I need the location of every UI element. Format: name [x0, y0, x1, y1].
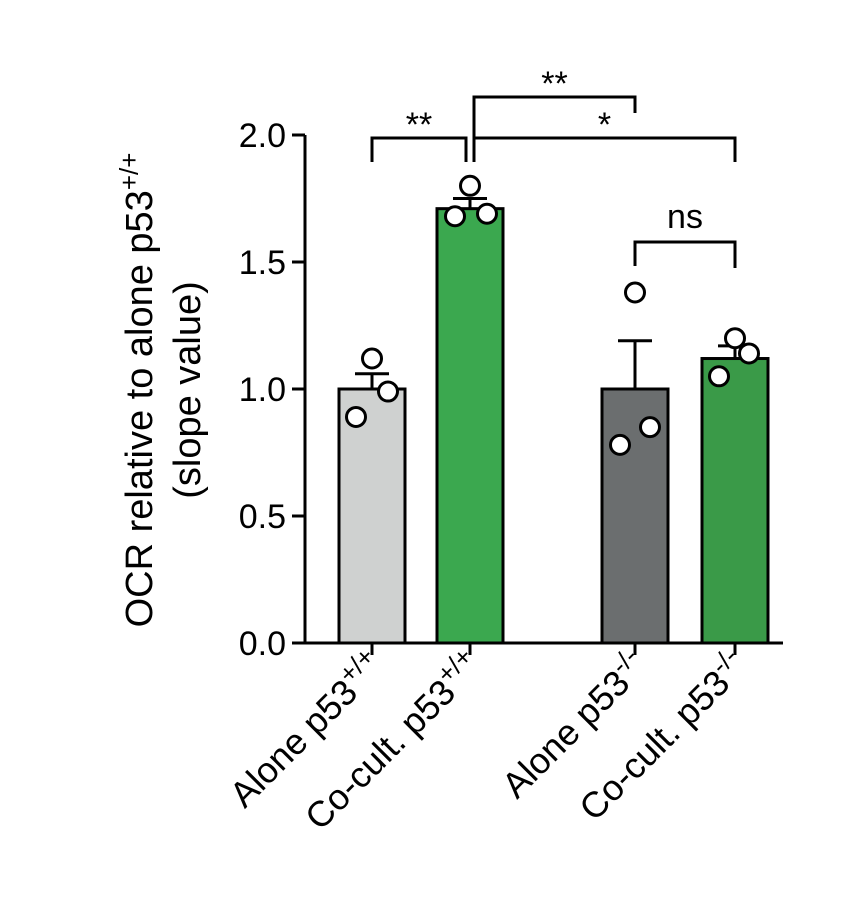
x-category-label: Co-cult. p53-/-: [568, 641, 755, 828]
significance-bracket: [472, 136, 737, 162]
data-point: [708, 365, 730, 388]
y-axis-title-line2: (slope value): [167, 281, 209, 499]
data-points: [345, 174, 760, 456]
data-point: [609, 433, 631, 456]
y-tick-label: 1.0: [239, 371, 286, 409]
data-point: [639, 416, 661, 439]
significance-brackets: *****ns: [370, 65, 737, 268]
y-tick-label: 0.0: [239, 625, 286, 663]
bar-1: [435, 207, 505, 645]
y-tick-label: 1.5: [239, 244, 286, 282]
data-point: [444, 205, 466, 228]
y-tick-label: 2.0: [239, 117, 286, 155]
significance-label: *: [598, 106, 611, 144]
data-point: [476, 202, 498, 225]
data-point: [345, 405, 367, 428]
y-tick-label: 0.5: [239, 498, 286, 536]
significance-label: **: [406, 106, 432, 144]
significance-bracket: [370, 136, 468, 162]
y-axis-title: OCR relative to alone p53+/+ (slope valu…: [114, 153, 209, 628]
data-point: [624, 281, 646, 304]
significance-label: **: [541, 65, 567, 103]
data-point: [738, 342, 760, 365]
bar-0: [337, 387, 407, 645]
bars: [337, 207, 770, 655]
significance-bracket: [472, 95, 637, 137]
bar-3: [700, 357, 770, 645]
data-point: [724, 327, 746, 350]
significance-label: ns: [667, 198, 703, 236]
significance-bracket: [633, 240, 737, 268]
data-point: [459, 174, 481, 197]
x-category-labels: Alone p53+/+Co-cult. p53+/+ Alone p53-/-C…: [221, 641, 755, 837]
y-axis-title-line1: OCR relative to alone p53+/+: [114, 153, 161, 628]
data-point: [361, 347, 383, 370]
data-point: [377, 380, 399, 403]
y-ticks: 0.0 0.5 1.0 1.5 2.0: [239, 117, 305, 663]
